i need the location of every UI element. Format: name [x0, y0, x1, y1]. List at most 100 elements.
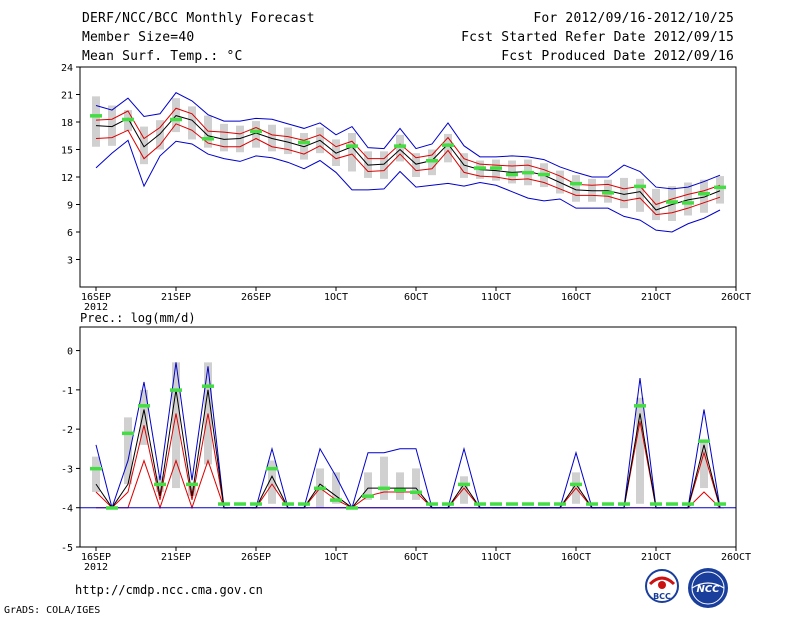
observation-marker: [714, 185, 726, 190]
observation-marker: [442, 502, 454, 506]
ensemble-box: [380, 456, 388, 500]
ncc-logo: NCC: [688, 568, 728, 608]
observation-marker: [410, 490, 422, 494]
observation-marker: [154, 482, 166, 487]
ensemble-box: [684, 182, 692, 216]
chart-title: DERF/NCC/BCC Monthly Forecast: [82, 11, 315, 26]
ensemble-box: [268, 460, 276, 504]
y-tick-label: 15: [61, 146, 73, 157]
ensemble-box: [364, 472, 372, 500]
observation-marker: [218, 502, 230, 506]
observation-marker: [138, 404, 150, 408]
x-tick-label: 26SEP: [241, 552, 271, 563]
observation-marker: [394, 144, 406, 148]
observation-marker: [426, 502, 438, 506]
y-tick-label: 12: [61, 173, 73, 184]
x-tick-label: 16OCT: [561, 292, 591, 303]
observation-marker: [170, 117, 182, 122]
ensemble-box: [188, 484, 196, 496]
observation-marker: [474, 502, 486, 506]
observation-marker: [266, 466, 278, 471]
observation-marker: [106, 506, 118, 510]
observation-marker: [426, 159, 438, 163]
temperature-variable-label: Mean Surf. Temp.: °C: [82, 49, 243, 64]
x-tick-label: 26OCT: [721, 292, 751, 303]
ensemble-box: [396, 472, 404, 500]
y-tick-label: 18: [61, 118, 73, 129]
observation-marker: [298, 502, 310, 506]
website-url[interactable]: http://cmdp.ncc.cma.gov.cn: [75, 583, 263, 597]
observation-marker: [282, 502, 294, 506]
ensemble-box: [700, 179, 708, 213]
x-year-label: 2012: [84, 562, 108, 573]
ensemble-box: [412, 468, 420, 500]
ensemble-box: [140, 126, 148, 165]
ensemble-box: [444, 133, 452, 163]
observation-marker: [714, 502, 726, 506]
observation-marker: [346, 144, 358, 148]
ncc-logo-text: NCC: [696, 584, 720, 595]
y-tick-label: -1: [61, 386, 73, 397]
observation-marker: [554, 502, 566, 506]
observation-marker: [250, 502, 262, 506]
ensemble-box: [188, 106, 196, 140]
observation-marker: [378, 486, 390, 491]
ensemble-box: [284, 127, 292, 155]
observation-marker: [330, 498, 342, 502]
precipitation-title: Prec.: log(mm/d): [80, 311, 196, 325]
precipitation-panel: -5 -4 -3 -2 -1 0 16SEP 21SEP 26SEP 1OCT 6OCT 11OCT 1…: [61, 326, 751, 573]
ensemble-box: [220, 123, 228, 152]
y-tick-label: 0: [67, 347, 73, 358]
x-tick-label: 6OCT: [404, 552, 428, 563]
observation-marker: [122, 117, 134, 122]
series-max-line: [95, 92, 721, 190]
observation-marker: [650, 502, 662, 506]
forecast-produced-date: Fcst Produced Date 2012/09/16: [501, 49, 734, 64]
y-tick-label: 21: [61, 91, 73, 102]
ensemble-box: [332, 472, 340, 504]
ensemble-box: [252, 121, 260, 148]
x-tick-label: 21OCT: [641, 292, 671, 303]
ensemble-box: [124, 417, 132, 485]
ensemble-box: [156, 120, 164, 150]
observation-marker: [570, 482, 582, 487]
observation-marker: [170, 388, 182, 392]
observation-marker: [570, 181, 582, 186]
observation-marker: [490, 502, 502, 506]
ensemble-box: [620, 177, 628, 209]
ensemble-box: [108, 105, 116, 146]
series-mean-line: [95, 115, 721, 211]
ensemble-box: [412, 153, 420, 177]
x-tick-label: 21OCT: [641, 552, 671, 563]
observation-marker: [506, 172, 518, 177]
observation-marker: [458, 482, 470, 487]
observation-marker: [522, 502, 534, 506]
series-min-line: [95, 139, 721, 233]
y-tick-label: 3: [67, 256, 73, 267]
observation-marker: [602, 191, 614, 195]
observation-marker: [346, 506, 358, 510]
x-year-label: 2012: [84, 302, 108, 313]
observation-marker: [602, 502, 614, 506]
x-tick-label: 11OCT: [481, 552, 511, 563]
observation-marker: [234, 502, 246, 506]
ensemble-box: [716, 176, 724, 204]
observation-marker: [362, 494, 374, 498]
x-tick-label: 16SEP: [81, 552, 111, 563]
series-lower-line: [95, 123, 721, 216]
ensemble-box: [380, 151, 388, 179]
observation-marker: [522, 170, 534, 175]
ensemble-box: [460, 476, 468, 504]
ensemble-box: [636, 178, 644, 212]
y-tick-label: -2: [61, 425, 73, 436]
observation-marker: [202, 137, 214, 141]
observation-marker: [314, 486, 326, 491]
bcc-logo-arc: [648, 576, 676, 586]
x-tick-label: 21SEP: [161, 552, 191, 563]
observation-marker: [666, 200, 678, 204]
y-tick-label: 24: [61, 63, 73, 74]
observation-marker: [634, 404, 646, 408]
bcc-logo: BCC: [645, 569, 679, 603]
observation-marker: [442, 143, 454, 147]
